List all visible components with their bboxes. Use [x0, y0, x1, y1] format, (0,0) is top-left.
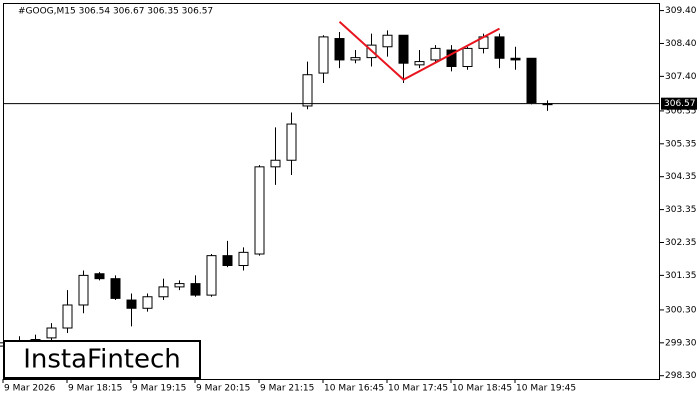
candle-body: [190, 283, 201, 296]
candle-body: [206, 255, 217, 296]
y-tick-label: 309.40: [665, 6, 697, 16]
y-tick-label: 304.35: [665, 172, 697, 182]
pattern-line: [338, 21, 500, 81]
candle-body: [302, 74, 313, 107]
y-tick-label: 306.35: [665, 106, 697, 116]
candle-body: [446, 49, 457, 67]
candle-body: [78, 274, 89, 306]
candle-body: [526, 57, 537, 104]
candle-body: [414, 61, 425, 66]
y-tick-label: 299.30: [665, 338, 697, 348]
y-tick-label: 298.30: [665, 371, 697, 381]
candle-body: [158, 286, 169, 298]
y-tick-label: 307.40: [665, 72, 697, 82]
y-tick-label: 300.30: [665, 305, 697, 315]
candle-body: [430, 47, 441, 61]
candle-body: [334, 38, 345, 61]
price-label: 306.57: [664, 99, 696, 109]
watermark: InstaFintech: [23, 345, 181, 375]
candle-body: [222, 255, 233, 267]
price-label-box: [661, 97, 697, 110]
x-tick-label: 10 Mar 18:45: [452, 384, 512, 394]
y-tick-label: 305.35: [665, 139, 697, 149]
candle-body: [270, 159, 281, 168]
candle-body: [382, 34, 393, 48]
y-tick-label: 308.40: [665, 39, 697, 49]
candle-body: [238, 251, 249, 267]
candle-body: [254, 166, 265, 255]
chart-title: #GOOG,M15 306.54 306.67 306.35 306.57: [18, 7, 213, 17]
candle-body: [462, 47, 473, 67]
watermark-box: [3, 340, 201, 379]
candle-body: [62, 304, 73, 329]
candle-body: [142, 296, 153, 309]
candle-body: [94, 273, 105, 280]
y-tick-label: 302.35: [665, 238, 697, 248]
candle-body: [46, 327, 57, 339]
x-tick-label: 10 Mar 19:45: [516, 384, 576, 394]
plot-frame: [3, 3, 660, 380]
candle-body: [318, 36, 329, 74]
x-tick-label: 9 Mar 18:15: [68, 384, 122, 394]
candle-body: [110, 278, 121, 299]
candle-body: [494, 36, 505, 59]
x-tick-label: 9 Mar 20:15: [196, 384, 250, 394]
candle-body: [286, 123, 297, 161]
y-tick-label: 303.35: [665, 205, 697, 215]
candle-body: [350, 57, 361, 61]
x-tick-label: 9 Mar 21:15: [260, 384, 314, 394]
x-tick-label: 9 Mar 19:15: [132, 384, 186, 394]
candle-body: [126, 299, 137, 309]
candle-body: [510, 57, 521, 61]
x-tick-label: 10 Mar 16:45: [324, 384, 384, 394]
x-tick-label: 9 Mar 2026: [4, 384, 56, 394]
x-tick-label: 10 Mar 17:45: [388, 384, 448, 394]
candle-body: [398, 34, 409, 64]
candle-body: [174, 283, 185, 288]
y-tick-label: 301.35: [665, 271, 697, 281]
